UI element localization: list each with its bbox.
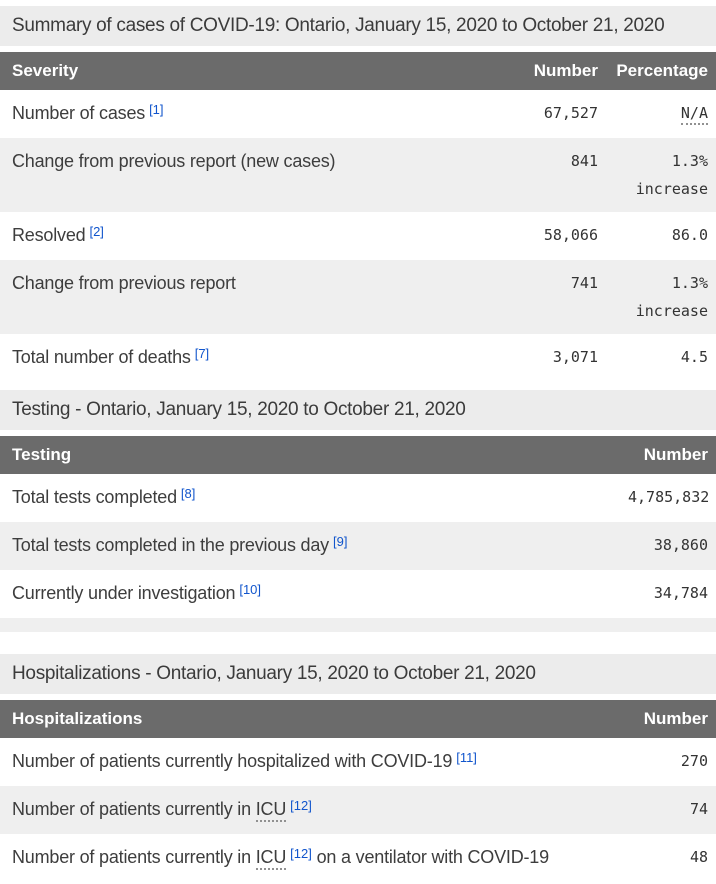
footnote-link-7[interactable]: [7] xyxy=(194,346,210,361)
row-percentage: 1.3% increase xyxy=(635,152,708,198)
row-number: 74 xyxy=(689,800,708,818)
severity-header-label: Severity xyxy=(12,61,79,80)
row-percentage: 1.3% increase xyxy=(635,274,708,320)
row-label: Change from previous report (new cases) xyxy=(12,151,336,171)
row-number: 4,785,832 xyxy=(628,488,710,506)
table-row: Currently under investigation [10] 34,784 xyxy=(0,570,716,618)
row-number: 67,527 xyxy=(543,104,598,122)
severity-section-title: Summary of cases of COVID-19: Ontario, J… xyxy=(0,6,716,46)
footnote-link-2[interactable]: [2] xyxy=(89,224,104,239)
row-percentage: 86.0 xyxy=(671,226,708,244)
row-label: Total tests completed xyxy=(12,487,177,507)
row-label-suffix: on a ventilator with COVID-19 xyxy=(311,847,550,867)
row-number: 3,071 xyxy=(552,348,598,366)
footnote-link-11[interactable]: [11] xyxy=(456,750,477,765)
row-label: Resolved xyxy=(12,225,86,245)
row-label: Change from previous report xyxy=(12,273,236,293)
testing-header-label: Testing xyxy=(12,445,72,464)
footnote-link-10[interactable]: [10] xyxy=(239,582,262,597)
row-label: Total number of deaths xyxy=(12,347,191,367)
testing-table-header: Testing Number xyxy=(0,436,716,474)
section-spacer xyxy=(0,382,716,390)
row-label: Total tests completed in the previous da… xyxy=(12,535,329,555)
footnote-link-9[interactable]: [9] xyxy=(332,534,348,549)
icu-abbr-tooltip[interactable]: ICU xyxy=(255,847,286,870)
section-hospitalizations: Hospitalizations - Ontario, January 15, … xyxy=(0,654,716,882)
table-row: Change from previous report 741 1.3% inc… xyxy=(0,260,716,334)
severity-table-header: Severity Number Percentage xyxy=(0,52,716,90)
row-number: 34,784 xyxy=(653,584,708,602)
row-percentage: 4.5 xyxy=(680,348,708,366)
footnote-link-12[interactable]: [12] xyxy=(290,846,312,861)
row-number: 58,066 xyxy=(543,226,598,244)
table-row: Change from previous report (new cases) … xyxy=(0,138,716,212)
row-number: 38,860 xyxy=(653,536,708,554)
row-label: Number of patients currently hospitalize… xyxy=(12,751,453,771)
row-number: 841 xyxy=(570,152,598,170)
section-spacer xyxy=(0,632,716,654)
hospitalizations-header-label: Hospitalizations xyxy=(12,709,143,728)
row-label: Number of patients currently in xyxy=(12,847,256,867)
section-severity: Summary of cases of COVID-19: Ontario, J… xyxy=(0,6,716,382)
icu-abbr-tooltip[interactable]: ICU xyxy=(255,799,286,822)
severity-header-percentage: Percentage xyxy=(616,61,708,80)
table-row: Number of patients currently in ICU [12] … xyxy=(0,834,716,882)
footnote-link-1[interactable]: [1] xyxy=(149,102,164,117)
footnote-link-12[interactable]: [12] xyxy=(290,798,312,813)
na-abbr-tooltip[interactable]: N/A xyxy=(680,104,708,125)
table-row: Total tests completed [8] 4,785,832 xyxy=(0,474,716,522)
row-number: 741 xyxy=(570,274,598,292)
table-row: Number of patients currently hospitalize… xyxy=(0,738,716,786)
testing-header-number: Number xyxy=(643,445,708,464)
row-number: 48 xyxy=(689,848,708,866)
table-row: Total number of deaths [7] 3,071 4.5 xyxy=(0,334,716,382)
row-label: Currently under investigation xyxy=(12,583,236,603)
table-row: Resolved [2] 58,066 86.0 xyxy=(0,212,716,260)
testing-section-title: Testing - Ontario, January 15, 2020 to O… xyxy=(0,390,716,430)
row-number: 270 xyxy=(680,752,708,770)
row-label: Number of patients currently in xyxy=(12,799,256,819)
row-label: Number of cases xyxy=(12,103,146,123)
hospitalizations-header-number: Number xyxy=(643,709,708,728)
hospitalizations-table-header: Hospitalizations Number xyxy=(0,700,716,738)
table-row: Number of cases [1] 67,527 N/A xyxy=(0,90,716,138)
footnote-link-8[interactable]: [8] xyxy=(180,486,196,501)
table-row: Total tests completed in the previous da… xyxy=(0,522,716,570)
table-row: Number of patients currently in ICU [12] … xyxy=(0,786,716,834)
hospitalizations-section-title: Hospitalizations - Ontario, January 15, … xyxy=(0,654,716,694)
empty-stripe-row xyxy=(0,618,716,632)
section-testing: Testing - Ontario, January 15, 2020 to O… xyxy=(0,390,716,632)
severity-header-number: Number xyxy=(533,61,598,80)
